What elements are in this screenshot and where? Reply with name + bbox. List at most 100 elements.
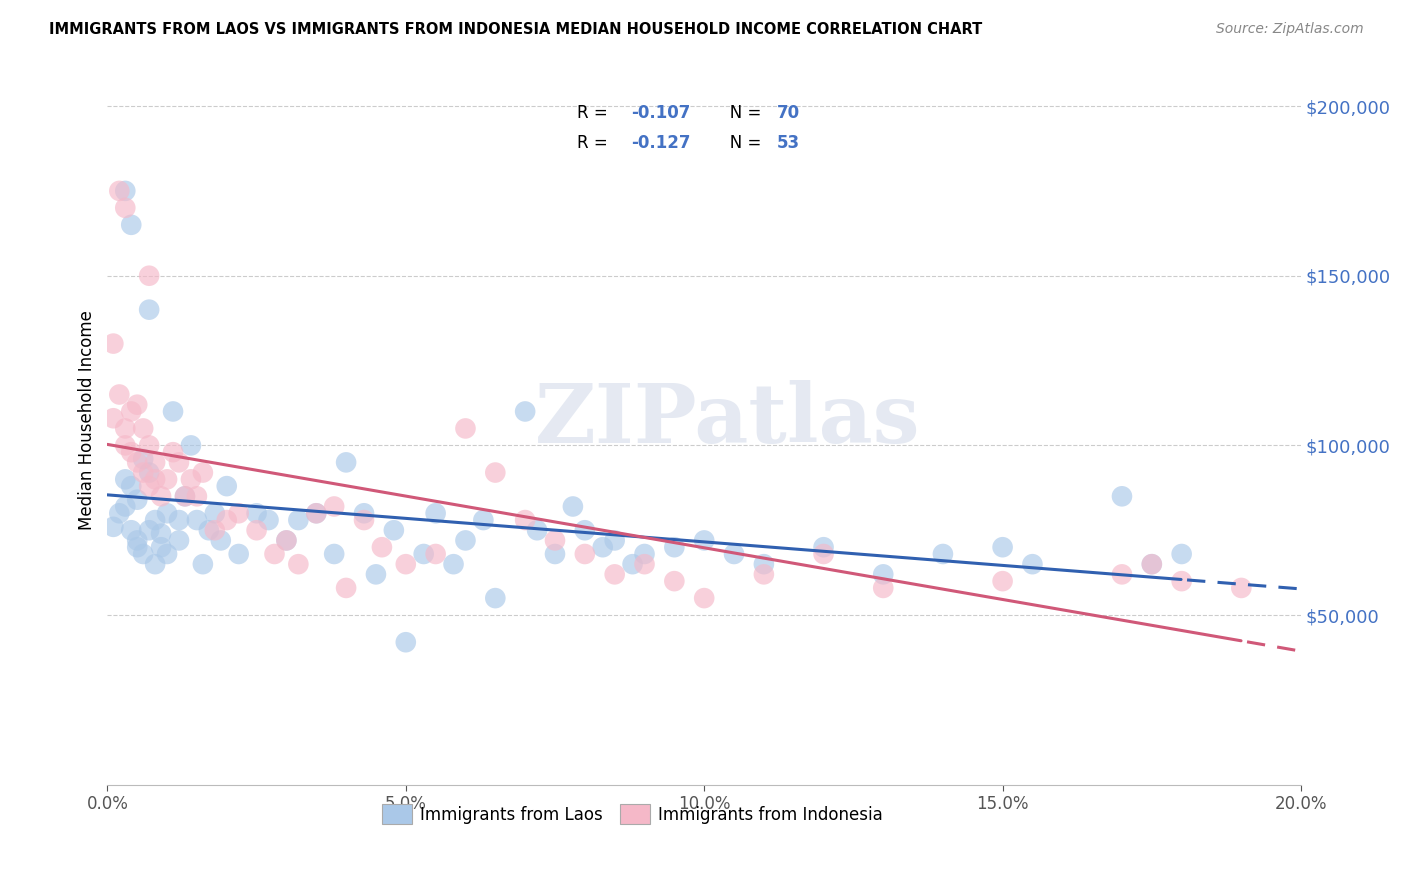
Point bbox=[114, 500, 136, 514]
Point bbox=[138, 523, 160, 537]
Point bbox=[138, 438, 160, 452]
Point bbox=[382, 523, 405, 537]
Point bbox=[257, 513, 280, 527]
Text: IMMIGRANTS FROM LAOS VS IMMIGRANTS FROM INDONESIA MEDIAN HOUSEHOLD INCOME CORREL: IMMIGRANTS FROM LAOS VS IMMIGRANTS FROM … bbox=[49, 22, 983, 37]
Point bbox=[1111, 567, 1133, 582]
Point bbox=[621, 557, 644, 571]
Point bbox=[127, 540, 149, 554]
Point bbox=[127, 455, 149, 469]
Point bbox=[120, 218, 142, 232]
Point bbox=[1170, 547, 1192, 561]
Point bbox=[132, 547, 155, 561]
Point bbox=[1170, 574, 1192, 589]
Point bbox=[120, 404, 142, 418]
Point bbox=[305, 506, 328, 520]
Point bbox=[162, 445, 184, 459]
Point bbox=[191, 466, 214, 480]
Point bbox=[191, 557, 214, 571]
Point bbox=[872, 581, 894, 595]
Point bbox=[138, 268, 160, 283]
Point bbox=[143, 455, 166, 469]
Point bbox=[664, 540, 686, 554]
Point bbox=[114, 438, 136, 452]
Point bbox=[114, 201, 136, 215]
Point bbox=[127, 398, 149, 412]
Point bbox=[335, 455, 357, 469]
Point bbox=[1111, 489, 1133, 503]
Point bbox=[215, 513, 238, 527]
Point bbox=[127, 492, 149, 507]
Text: R =: R = bbox=[576, 104, 613, 122]
Point bbox=[693, 533, 716, 548]
Text: R =: R = bbox=[576, 135, 613, 153]
Point bbox=[454, 421, 477, 435]
Point bbox=[1140, 557, 1163, 571]
Point bbox=[138, 302, 160, 317]
Point bbox=[633, 557, 655, 571]
Point bbox=[150, 540, 173, 554]
Point bbox=[664, 574, 686, 589]
Point bbox=[156, 506, 179, 520]
Point bbox=[395, 635, 418, 649]
Point bbox=[132, 421, 155, 435]
Point bbox=[167, 513, 190, 527]
Point bbox=[186, 513, 208, 527]
Point bbox=[120, 523, 142, 537]
Text: -0.127: -0.127 bbox=[631, 135, 690, 153]
Point bbox=[180, 472, 202, 486]
Point bbox=[425, 506, 447, 520]
Point bbox=[156, 547, 179, 561]
Point bbox=[932, 547, 955, 561]
Point bbox=[515, 404, 537, 418]
Point bbox=[120, 479, 142, 493]
Point bbox=[395, 557, 418, 571]
Point bbox=[150, 489, 173, 503]
Point bbox=[228, 506, 250, 520]
Point bbox=[323, 500, 346, 514]
Point bbox=[515, 513, 537, 527]
Point bbox=[323, 547, 346, 561]
Point bbox=[633, 547, 655, 561]
Point bbox=[1140, 557, 1163, 571]
Point bbox=[228, 547, 250, 561]
Point bbox=[138, 479, 160, 493]
Point bbox=[143, 472, 166, 486]
Point bbox=[364, 567, 387, 582]
Text: 53: 53 bbox=[776, 135, 800, 153]
Point bbox=[287, 557, 309, 571]
Point bbox=[204, 506, 226, 520]
Point bbox=[454, 533, 477, 548]
Text: N =: N = bbox=[714, 135, 766, 153]
Point bbox=[120, 445, 142, 459]
Point bbox=[186, 489, 208, 503]
Point bbox=[127, 533, 149, 548]
Text: 70: 70 bbox=[776, 104, 800, 122]
Point bbox=[132, 466, 155, 480]
Point bbox=[276, 533, 298, 548]
Point bbox=[561, 500, 583, 514]
Point bbox=[209, 533, 232, 548]
Point bbox=[472, 513, 495, 527]
Point bbox=[752, 567, 775, 582]
Text: ZIPatlas: ZIPatlas bbox=[536, 380, 921, 460]
Point bbox=[263, 547, 285, 561]
Point bbox=[276, 533, 298, 548]
Point bbox=[1021, 557, 1043, 571]
Legend: Immigrants from Laos, Immigrants from Indonesia: Immigrants from Laos, Immigrants from In… bbox=[375, 797, 890, 831]
Point bbox=[108, 506, 131, 520]
Point bbox=[167, 533, 190, 548]
Point bbox=[526, 523, 548, 537]
Point bbox=[245, 523, 267, 537]
Point bbox=[245, 506, 267, 520]
Point bbox=[813, 540, 835, 554]
Text: N =: N = bbox=[714, 104, 766, 122]
Point bbox=[143, 557, 166, 571]
Point bbox=[574, 547, 596, 561]
Point bbox=[872, 567, 894, 582]
Point bbox=[180, 438, 202, 452]
Point bbox=[103, 336, 125, 351]
Point bbox=[198, 523, 221, 537]
Point bbox=[425, 547, 447, 561]
Point bbox=[592, 540, 614, 554]
Point bbox=[287, 513, 309, 527]
